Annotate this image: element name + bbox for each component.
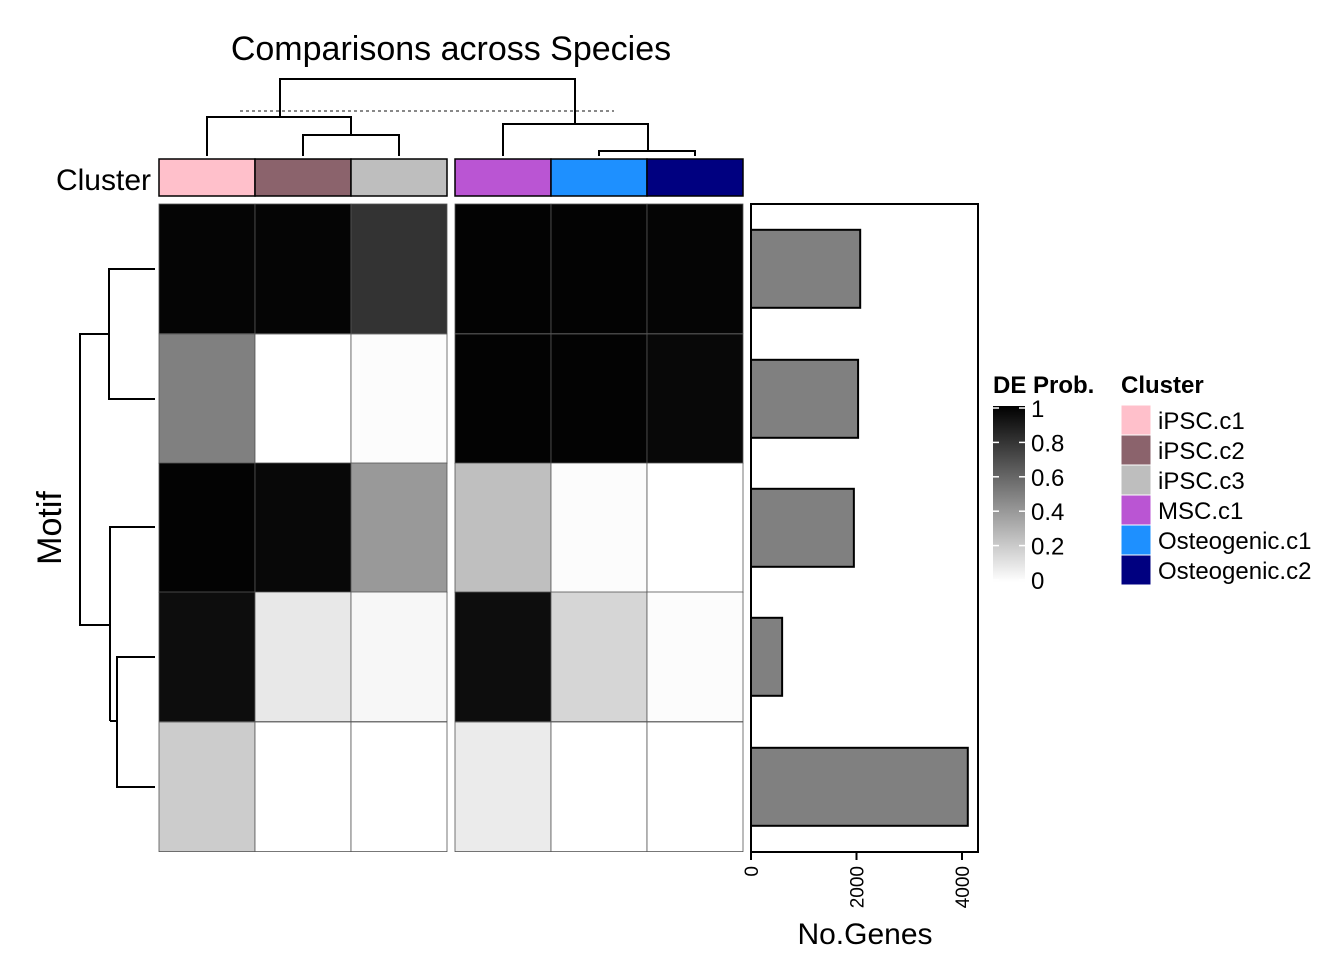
gene-count-bar xyxy=(750,616,784,697)
dendro-branch xyxy=(79,333,110,626)
legend-swatch xyxy=(1120,464,1152,496)
cluster-annotation-bar xyxy=(158,158,744,197)
heatmap-cell xyxy=(646,333,744,465)
dendro-branch xyxy=(598,150,696,156)
bar-axis-tick-label: 0 xyxy=(742,866,763,877)
heatmap-cell xyxy=(254,333,352,465)
annotation-cell xyxy=(550,158,648,197)
heatmap-cell xyxy=(454,462,552,594)
heatmap-cell xyxy=(350,591,448,723)
heatmap-cell xyxy=(254,203,352,335)
heatmap-cell xyxy=(350,721,448,853)
colorbar-tick-label: 0.2 xyxy=(1031,534,1064,561)
dendro-branch xyxy=(108,268,155,400)
heatmap-cell xyxy=(454,333,552,465)
heatmap-cell xyxy=(158,721,256,853)
heatmap-cell xyxy=(254,462,352,594)
heatmap-cell xyxy=(646,462,744,594)
heatmap-cell xyxy=(350,462,448,594)
legend-swatch xyxy=(1120,554,1152,586)
heatmap-cell xyxy=(646,203,744,335)
heatmap-cell xyxy=(646,721,744,853)
annotation-cell xyxy=(254,158,352,197)
colorbar-ticks: 1 0.8 0.6 0.4 0.2 0 xyxy=(993,396,1064,595)
row-dendrogram xyxy=(79,268,155,788)
heatmap-cells xyxy=(158,203,744,853)
legend-swatch xyxy=(1120,434,1152,466)
annotation-cell xyxy=(646,158,744,197)
legend-title: Cluster xyxy=(1121,372,1204,399)
heatmap-cell xyxy=(550,721,648,853)
heatmap-cell xyxy=(646,591,744,723)
heatmap-cell xyxy=(254,591,352,723)
heatmap-cell xyxy=(454,591,552,723)
heatmap-cell xyxy=(350,333,448,465)
row-axis-label: Motif xyxy=(31,491,69,565)
colorbar-tick-label: 1 xyxy=(1031,396,1044,423)
colorbar-tick-label: 0.8 xyxy=(1031,430,1064,457)
colorbar-tick-label: 0.4 xyxy=(1031,499,1064,526)
dendro-branch xyxy=(502,123,649,156)
heatmap-cell xyxy=(454,203,552,335)
bar-axis-tick-label: 4000 xyxy=(953,866,974,908)
colorbar-gradient xyxy=(993,406,1025,582)
heatmap-cell xyxy=(158,591,256,723)
heatmap-cell xyxy=(550,591,648,723)
legend-swatch xyxy=(1120,494,1152,526)
legend-item-label: iPSC.c2 xyxy=(1158,438,1245,465)
gene-count-bar xyxy=(750,228,862,309)
heatmap-cell xyxy=(550,333,648,465)
heatmap-cell xyxy=(158,333,256,465)
heatmap-cell xyxy=(158,462,256,594)
legend-swatch xyxy=(1120,404,1152,436)
gene-count-bar xyxy=(750,746,969,827)
dendro-branch xyxy=(109,526,155,721)
gene-count-bar xyxy=(750,487,855,568)
legend-item-label: MSC.c1 xyxy=(1158,498,1243,525)
dendro-branch xyxy=(302,134,400,156)
dendro-branch xyxy=(116,656,155,788)
heatmap-cell xyxy=(158,203,256,335)
annotation-cell xyxy=(158,158,256,197)
bar-axis-tick-label: 2000 xyxy=(848,866,869,908)
legend-item-label: iPSC.c3 xyxy=(1158,468,1245,495)
legend-swatch xyxy=(1120,524,1152,556)
legend-item-label: iPSC.c1 xyxy=(1158,408,1245,435)
heatmap-cell xyxy=(350,203,448,335)
column-dendrogram xyxy=(206,78,696,156)
dendro-branch xyxy=(279,78,576,124)
dendro-branch xyxy=(206,116,352,156)
heatmap-cell xyxy=(550,462,648,594)
annotation-label: Cluster xyxy=(56,164,151,197)
heatmap-cell xyxy=(550,203,648,335)
colorbar-tick-label: 0.6 xyxy=(1031,465,1064,492)
heatmap-cell xyxy=(454,721,552,853)
annotation-cell xyxy=(454,158,552,197)
chart-title: Comparisons across Species xyxy=(231,30,671,68)
annotation-cell xyxy=(350,158,448,197)
bar-axis-label: No.Genes xyxy=(797,918,932,951)
colorbar-title: DE Prob. xyxy=(993,372,1094,399)
cluster-legend: iPSC.c1 iPSC.c2 iPSC.c3 MSC.c1 Osteogenic.c1… xyxy=(1120,404,1311,586)
colorbar-tick-label: 0 xyxy=(1031,568,1044,595)
heatmap-cell xyxy=(254,721,352,853)
gene-count-bar xyxy=(750,358,860,439)
legend-item-label: Osteogenic.c2 xyxy=(1158,558,1311,585)
legend-item-label: Osteogenic.c1 xyxy=(1158,528,1311,555)
gene-count-bar-panel: 0 2000 4000 xyxy=(742,203,979,908)
